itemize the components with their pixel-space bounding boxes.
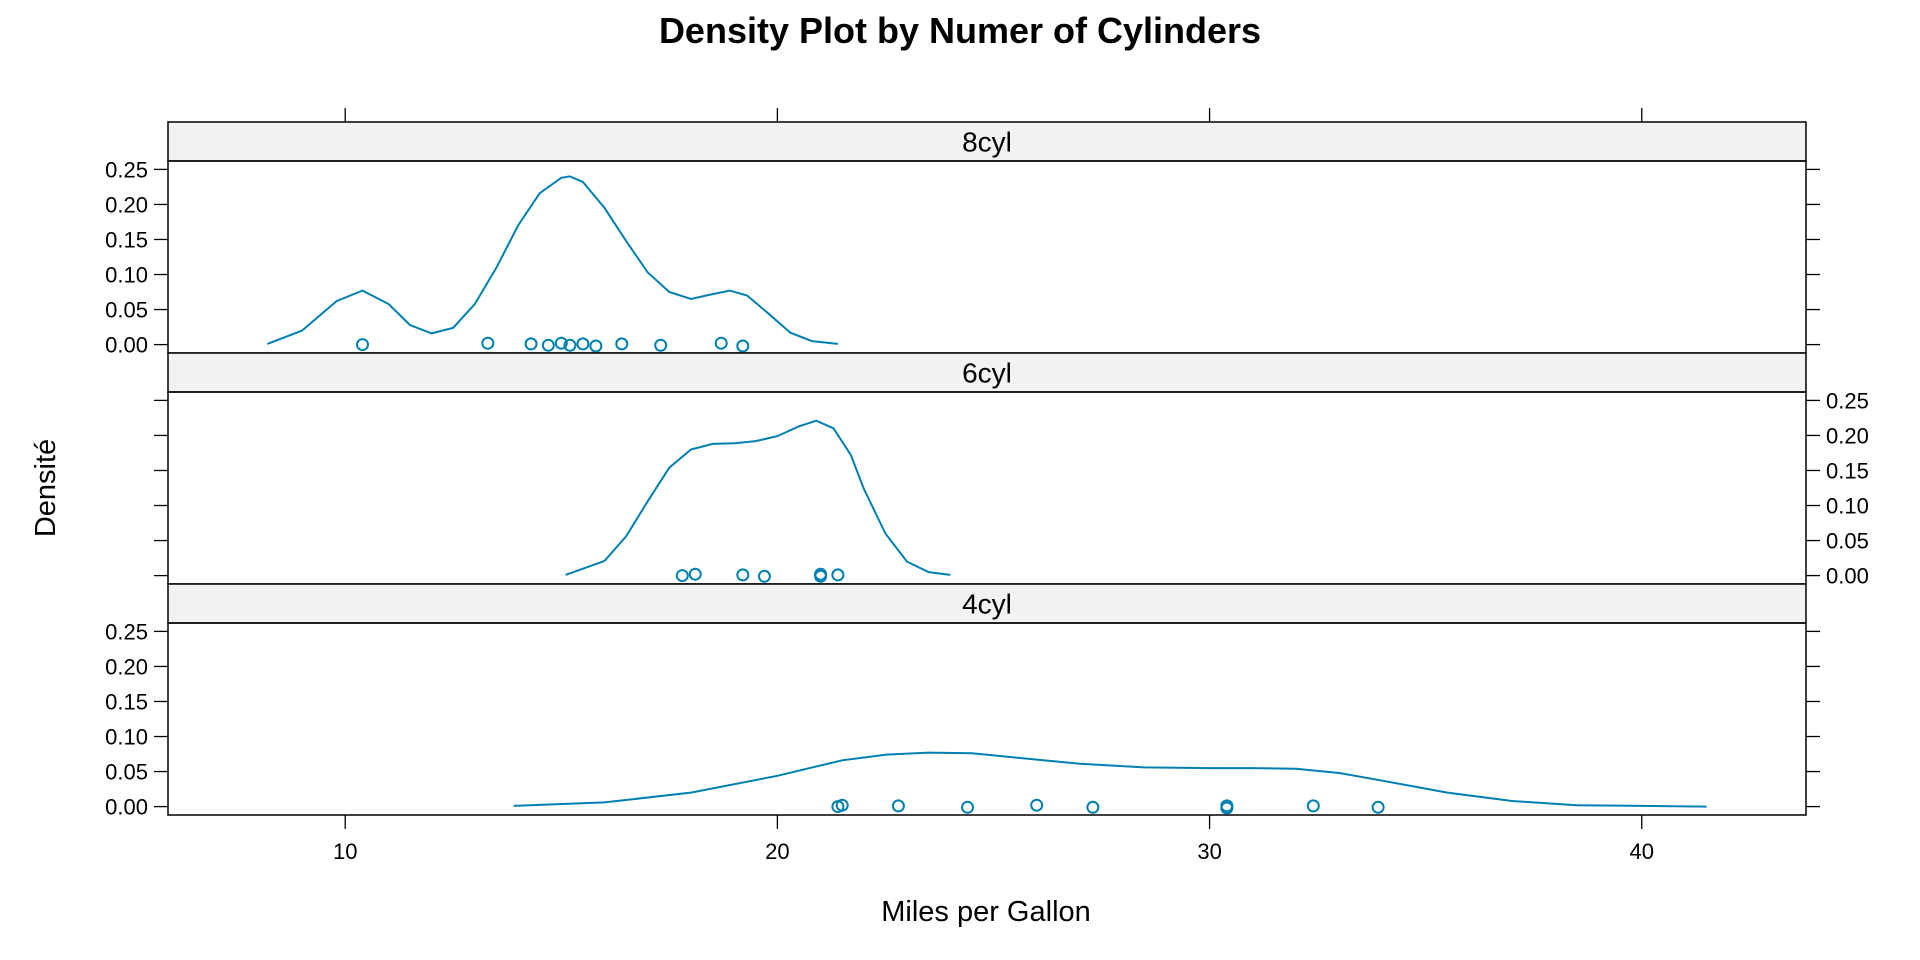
data-point [891,799,905,813]
y-tick-label: 0.25 [1826,388,1869,413]
y-tick-label: 0.15 [105,227,148,252]
data-point [524,337,538,351]
y-tick-label: 0.10 [105,263,148,288]
y-tick-label: 0.20 [1826,423,1869,448]
x-tick-label: 20 [765,839,789,864]
data-point [814,569,828,583]
density-line-6cyl [565,419,951,576]
x-tick-label: 40 [1630,839,1654,864]
data-point [615,337,629,351]
data-point [654,338,668,352]
data-point [835,798,849,812]
data-point [831,568,845,582]
y-tick-label: 0.25 [105,157,148,182]
y-tick-label: 0.00 [105,795,148,820]
y-tick-label: 0.05 [105,298,148,323]
strip-label-4cyl: 4cyl [962,589,1012,620]
y-axis-label: Densité [30,439,62,537]
panel-frame-6cyl [167,391,1807,585]
strip-4cyl [167,583,1807,624]
data-point [1306,799,1320,813]
y-tick-label: 0.25 [105,619,148,644]
density-line-4cyl [513,751,1707,808]
panel-8cyl: 8cyl 0.00 0.05 0.10 0.15 0.20 0.25 [105,121,1820,358]
data-point [576,337,590,351]
chart-panels: 8cyl 0.00 0.05 0.10 0.15 0.20 0.25 6cyl 0.00 0.05… [105,108,1869,864]
y-tick-label: 0.15 [1826,458,1869,483]
y-tick-label: 0.10 [1826,494,1869,519]
data-point [1030,798,1044,812]
data-point [961,800,975,814]
density-line-8cyl [267,175,839,345]
data-point [1371,800,1385,814]
data-point [589,339,603,353]
strip-8cyl [167,121,1807,162]
strip-label-8cyl: 8cyl [962,127,1012,158]
data-point [481,336,495,350]
y-tick-label: 0.20 [105,192,148,217]
panel-frame-4cyl [167,622,1807,816]
y-tick-label: 0.15 [105,689,148,714]
data-point [757,569,771,583]
y-tick-label: 0.00 [105,333,148,358]
data-point [1220,801,1234,815]
data-point [675,569,689,583]
y-tick-label: 0.05 [105,760,148,785]
x-tick-label: 30 [1197,839,1221,864]
data-point [1086,800,1100,814]
data-point [736,339,750,353]
data-point [736,568,750,582]
data-point [714,336,728,350]
panel-frame-8cyl [167,160,1807,354]
y-tick-label: 0.10 [105,725,148,750]
data-point [541,338,555,352]
data-point [563,338,577,352]
y-tick-label: 0.05 [1826,529,1869,554]
x-axis-label: Miles per Gallon [881,896,1091,928]
data-point [355,338,369,352]
strip-6cyl [167,352,1807,393]
strip-label-6cyl: 6cyl [962,358,1012,389]
x-tick-label: 10 [333,839,357,864]
data-point [688,567,702,581]
chart-title: Density Plot by Numer of Cylinders [659,10,1261,51]
y-tick-label: 0.00 [1826,564,1869,589]
data-point [554,336,568,350]
panel-6cyl: 6cyl 0.00 0.05 0.10 0.15 0.20 0.25 [154,352,1869,589]
panel-4cyl: 4cyl 0.00 0.05 0.10 0.15 0.20 0.25 [105,583,1820,820]
y-tick-label: 0.20 [105,654,148,679]
